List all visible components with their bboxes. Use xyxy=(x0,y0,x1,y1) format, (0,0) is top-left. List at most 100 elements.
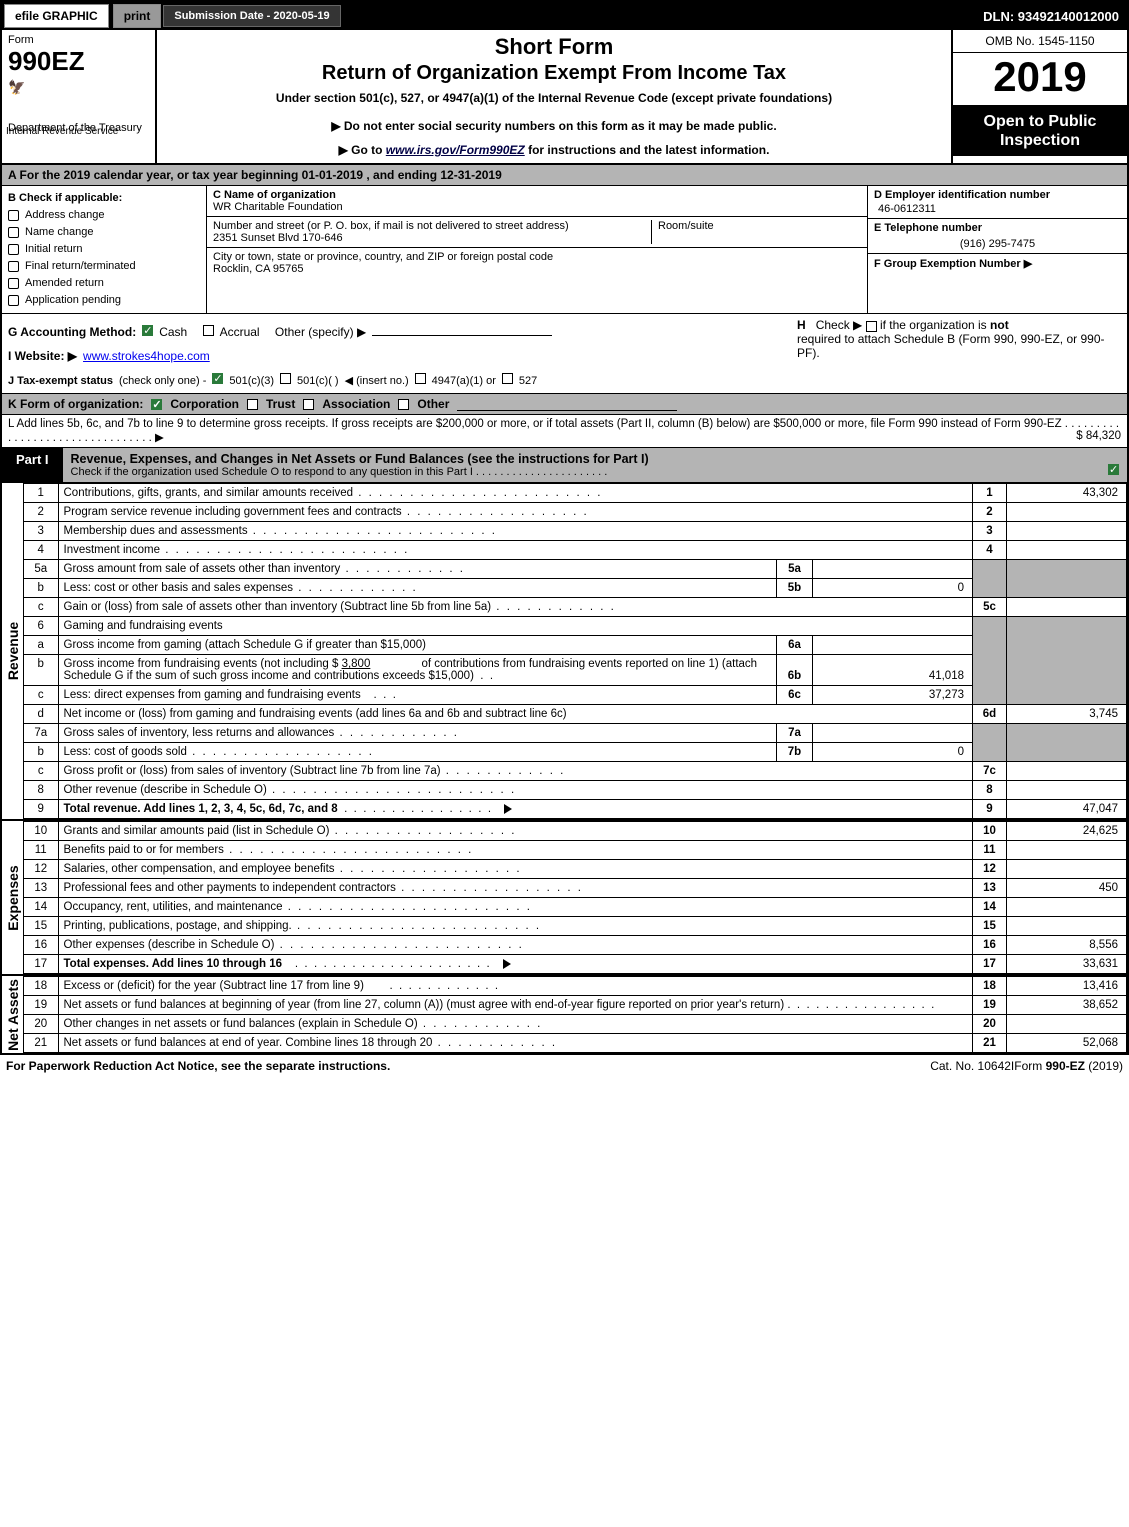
k-corp-checkbox[interactable] xyxy=(151,399,162,410)
gray-cell xyxy=(1007,617,1127,705)
inner-value: 41,018 xyxy=(813,655,973,686)
main-title: Return of Organization Exempt From Incom… xyxy=(167,62,941,85)
short-form-title: Short Form xyxy=(167,34,941,60)
k-assoc-checkbox[interactable] xyxy=(303,399,314,410)
line-num: 9 xyxy=(24,800,58,819)
irs-link[interactable]: www.irs.gov/Form990EZ xyxy=(386,143,525,157)
line-desc: Gross income from gaming (attach Schedul… xyxy=(58,636,777,655)
chk-name-change[interactable]: Name change xyxy=(8,224,200,241)
revenue-label-text: Revenue xyxy=(5,622,21,680)
line-desc: Excess or (deficit) for the year (Subtra… xyxy=(58,977,973,996)
schedule-o-checkbox[interactable] xyxy=(1108,464,1119,475)
city-row: City or town, state or province, country… xyxy=(207,248,867,278)
line-ref: 14 xyxy=(973,898,1007,917)
line-num: 13 xyxy=(24,879,58,898)
form-ref-bold: 990-EZ xyxy=(1046,1059,1085,1073)
line-num: a xyxy=(24,636,58,655)
j-label: J Tax-exempt status xyxy=(8,375,113,387)
row-a-tax-year: A For the 2019 calendar year, or tax yea… xyxy=(2,165,1127,186)
chk-initial-return[interactable]: Initial return xyxy=(8,241,200,258)
part-i-title-text: Revenue, Expenses, and Changes in Net As… xyxy=(71,452,649,466)
line-17: 17Total expenses. Add lines 10 through 1… xyxy=(24,955,1127,974)
k-other-label: Other xyxy=(417,397,449,411)
line-amount xyxy=(1007,860,1127,879)
k-trust-checkbox[interactable] xyxy=(247,399,258,410)
street-label: Number and street (or P. O. box, if mail… xyxy=(213,220,569,232)
efile-graphic-button[interactable]: efile GRAPHIC xyxy=(4,4,109,28)
line-amount xyxy=(1007,522,1127,541)
j-527-label: 527 xyxy=(519,375,537,387)
g-label: G Accounting Method: xyxy=(8,325,136,339)
omb-number: OMB No. 1545-1150 xyxy=(953,30,1127,53)
line-desc: Gross sales of inventory, less returns a… xyxy=(58,724,777,743)
part-i-subtitle: Check if the organization used Schedule … xyxy=(71,466,1119,478)
opt-label: Final return/terminated xyxy=(25,258,136,275)
line-ref: 13 xyxy=(973,879,1007,898)
h-checkbox[interactable] xyxy=(866,321,877,332)
line-amount xyxy=(1007,503,1127,522)
line-ref: 3 xyxy=(973,522,1007,541)
irs-label: Internal Revenue Service xyxy=(6,126,118,137)
line-amount: 52,068 xyxy=(1007,1034,1127,1053)
entity-block: B Check if applicable: Address change Na… xyxy=(2,186,1127,314)
line-1: 1Contributions, gifts, grants, and simil… xyxy=(24,484,1127,503)
j-501c3-checkbox[interactable] xyxy=(212,373,223,384)
revenue-table: 1Contributions, gifts, grants, and simil… xyxy=(24,483,1127,819)
l-text: L Add lines 5b, 6c, and 7b to line 9 to … xyxy=(8,418,1119,444)
line-ref: 9 xyxy=(973,800,1007,819)
net-assets-table: 18Excess or (deficit) for the year (Subt… xyxy=(24,976,1127,1053)
line-7a: 7aGross sales of inventory, less returns… xyxy=(24,724,1127,743)
f-label: F Group Exemption Number ▶ xyxy=(874,258,1032,270)
k-other-input[interactable] xyxy=(457,397,677,411)
inner-value xyxy=(813,724,973,743)
part-i-title: Revenue, Expenses, and Changes in Net As… xyxy=(63,448,1127,482)
chk-final-return[interactable]: Final return/terminated xyxy=(8,258,200,275)
line-desc: Net assets or fund balances at end of ye… xyxy=(58,1034,973,1053)
total-rev-label: Total revenue. Add lines 1, 2, 3, 4, 5c,… xyxy=(64,803,338,815)
line-amount: 13,416 xyxy=(1007,977,1127,996)
part-i-header: Part I Revenue, Expenses, and Changes in… xyxy=(2,448,1127,483)
line-ref: 2 xyxy=(973,503,1007,522)
line-desc: Membership dues and assessments xyxy=(58,522,973,541)
g-accrual-checkbox[interactable] xyxy=(203,325,214,336)
chk-application-pending[interactable]: Application pending xyxy=(8,292,200,309)
line-15: 15Printing, publications, postage, and s… xyxy=(24,917,1127,936)
opt-label: Amended return xyxy=(25,275,104,292)
line-ref: 5c xyxy=(973,598,1007,617)
revenue-section: Revenue 1Contributions, gifts, grants, a… xyxy=(2,483,1127,819)
j-4947-checkbox[interactable] xyxy=(415,373,426,384)
website-link[interactable]: www.strokes4hope.com xyxy=(83,349,210,363)
e-phone-cell: E Telephone number (916) 295-7475 xyxy=(868,219,1127,254)
g-other-input[interactable] xyxy=(372,322,552,336)
line-amount: 24,625 xyxy=(1007,822,1127,841)
line-num: 7a xyxy=(24,724,58,743)
line-ref: 20 xyxy=(973,1015,1007,1034)
line-ref: 21 xyxy=(973,1034,1007,1053)
print-button[interactable]: print xyxy=(113,4,162,28)
arrow-right-icon xyxy=(504,804,512,814)
chk-amended-return[interactable]: Amended return xyxy=(8,275,200,292)
line-desc: Total expenses. Add lines 10 through 16 … xyxy=(58,955,973,974)
inner-label: 7a xyxy=(777,724,813,743)
line-6: 6Gaming and fundraising events xyxy=(24,617,1127,636)
line-amount xyxy=(1007,541,1127,560)
line-num: 14 xyxy=(24,898,58,917)
k-other-checkbox[interactable] xyxy=(398,399,409,410)
arrow-right-icon xyxy=(503,959,511,969)
line-6a: aGross income from gaming (attach Schedu… xyxy=(24,636,1127,655)
i-label: I Website: ▶ xyxy=(8,349,77,363)
form-ref-pre: Form xyxy=(1014,1059,1045,1073)
inner-label: 6b xyxy=(777,655,813,686)
room-suite-label: Room/suite xyxy=(651,220,861,244)
chk-address-change[interactable]: Address change xyxy=(8,207,200,224)
g-cash-checkbox[interactable] xyxy=(142,325,153,336)
line-7c: cGross profit or (loss) from sales of in… xyxy=(24,762,1127,781)
j-527-checkbox[interactable] xyxy=(502,373,513,384)
j-501c-checkbox[interactable] xyxy=(280,373,291,384)
k-trust-label: Trust xyxy=(266,397,295,411)
expenses-section: Expenses 10Grants and similar amounts pa… xyxy=(2,819,1127,974)
line-desc: Salaries, other compensation, and employ… xyxy=(58,860,973,879)
h-text2: if the organization is xyxy=(880,318,987,332)
irs-eagle-icon: 🦅 xyxy=(8,79,149,96)
g-other-label: Other (specify) ▶ xyxy=(275,325,366,339)
